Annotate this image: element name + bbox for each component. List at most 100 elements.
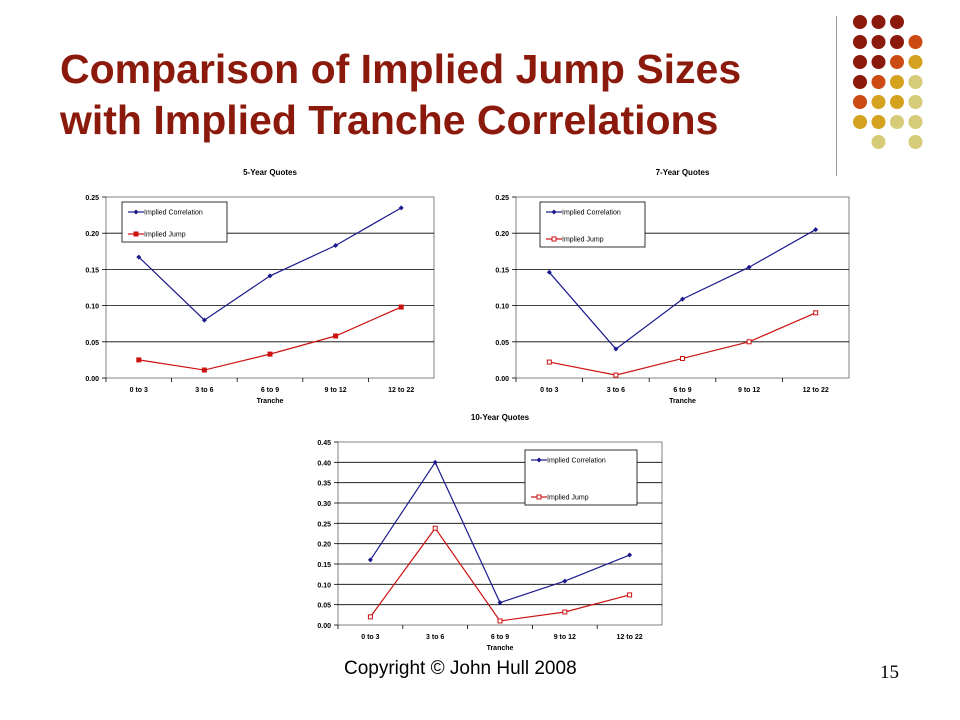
chart-title: 5-Year Quotes — [243, 168, 297, 177]
y-tick-label: 0.10 — [495, 304, 509, 311]
decor-dot — [853, 55, 867, 69]
legend-label: Implied Jump — [562, 237, 604, 244]
data-point-implied-correlation — [432, 459, 438, 465]
legend-label: Implied Jump — [144, 232, 186, 239]
y-tick-label: 0.25 — [85, 195, 99, 202]
decor-dot — [871, 95, 886, 109]
chart-title: 10-Year Quotes — [471, 413, 530, 422]
data-point-implied-jump — [746, 339, 752, 345]
y-tick-label: 0.10 — [317, 582, 331, 589]
x-axis-label: Tranche — [257, 398, 284, 405]
data-point-implied-correlation — [613, 346, 619, 352]
y-tick-label: 0.40 — [317, 460, 331, 467]
y-tick-label: 0.25 — [317, 521, 331, 528]
decor-dot — [871, 55, 886, 69]
x-tick-label: 6 to 9 — [261, 387, 279, 394]
data-point-implied-jump — [613, 372, 619, 378]
decor-dot — [853, 115, 867, 129]
decor-dot — [871, 15, 886, 29]
decorative-divider — [836, 16, 837, 176]
data-point-implied-jump — [627, 592, 633, 598]
y-tick-label: 0.45 — [317, 440, 331, 447]
data-point-implied-jump — [333, 333, 339, 339]
x-tick-label: 0 to 3 — [130, 387, 148, 394]
data-point-implied-correlation — [680, 296, 685, 302]
data-point-implied-correlation — [813, 227, 819, 233]
y-tick-label: 0.20 — [85, 231, 99, 238]
x-tick-label: 0 to 3 — [540, 387, 558, 394]
data-point-implied-jump — [813, 310, 819, 316]
legend-marker — [133, 231, 139, 237]
y-tick-label: 0.15 — [317, 562, 331, 569]
data-point-implied-correlation — [746, 264, 752, 270]
legend-label: Implied Correlation — [144, 210, 203, 217]
data-point-implied-jump — [497, 618, 503, 624]
data-point-implied-jump — [680, 355, 685, 361]
x-tick-label: 12 to 22 — [388, 387, 414, 394]
data-point-implied-correlation — [267, 273, 273, 279]
decor-dot — [853, 35, 867, 49]
decor-dot — [908, 75, 923, 89]
data-point-implied-correlation — [398, 205, 404, 211]
data-point-implied-correlation — [497, 600, 503, 606]
legend-box — [121, 201, 228, 243]
y-tick-label: 0.15 — [495, 267, 509, 274]
data-point-implied-correlation — [627, 552, 633, 558]
decor-dot — [890, 15, 904, 29]
decorative-dot-pattern — [853, 15, 923, 149]
data-point-implied-jump — [432, 525, 438, 531]
data-point-implied-jump — [546, 359, 552, 365]
y-tick-label: 0.05 — [317, 603, 331, 610]
decor-dot — [871, 75, 886, 89]
data-point-implied-correlation — [136, 254, 142, 260]
decor-dot — [853, 75, 867, 89]
decor-dot — [908, 55, 923, 69]
x-tick-label: 9 to 12 — [325, 387, 347, 394]
slide-title: Comparison of Implied Jump Sizes with Im… — [60, 44, 800, 146]
legend-label: Implied Correlation — [547, 458, 606, 465]
legend-marker — [133, 209, 139, 215]
decor-dot — [871, 35, 886, 49]
x-tick-label: 3 to 6 — [607, 387, 625, 394]
copyright-footer: Copyright © John Hull 2008 — [344, 658, 577, 679]
decor-dot — [890, 75, 904, 89]
legend-label: Implied Correlation — [562, 210, 621, 217]
y-tick-label: 0.30 — [317, 501, 331, 508]
x-tick-label: 6 to 9 — [673, 387, 691, 394]
data-point-implied-jump — [562, 609, 568, 615]
x-tick-label: 9 to 12 — [738, 387, 760, 394]
decor-dot — [890, 95, 904, 109]
decor-dot — [890, 35, 904, 49]
y-tick-label: 0.00 — [317, 623, 331, 630]
y-tick-label: 0.20 — [495, 231, 509, 238]
x-tick-label: 12 to 22 — [617, 634, 643, 641]
slide-title-line-2: with Implied Tranche Correlations — [60, 97, 719, 143]
x-tick-label: 9 to 12 — [554, 634, 576, 641]
chart-5-year-quotes: 5-Year Quotes 0.00 0.05 0.10 0.15 0.20 0.25 0 t… — [85, 168, 435, 405]
decor-dot — [908, 95, 923, 109]
data-point-implied-correlation — [201, 317, 207, 323]
data-point-implied-jump — [398, 304, 404, 310]
x-axis-label: Tranche — [669, 398, 696, 405]
data-point-implied-jump — [267, 351, 273, 357]
x-tick-label: 3 to 6 — [426, 634, 444, 641]
y-tick-label: 0.05 — [495, 340, 509, 347]
x-axis-label: Tranche — [487, 645, 514, 652]
chart-7-year-quotes: 7-Year Quotes 0.00 0.05 0.10 0.15 0.20 0.25 0 t… — [495, 168, 850, 405]
chart-10-year-quotes: 10-Year Quotes 0.00 0.05 0.10 0.15 0.20 0.25 0.… — [317, 413, 663, 652]
y-tick-label: 0.15 — [85, 267, 99, 274]
y-tick-label: 0.20 — [317, 542, 331, 549]
decor-dot — [871, 115, 886, 129]
data-point-implied-jump — [367, 614, 373, 620]
x-tick-label: 3 to 6 — [195, 387, 213, 394]
legend-label: Implied Jump — [547, 495, 589, 502]
decor-dot — [890, 55, 904, 69]
decor-dot — [908, 35, 923, 49]
data-point-implied-jump — [136, 357, 142, 363]
decor-dot — [908, 135, 923, 149]
y-tick-label: 0.05 — [85, 340, 99, 347]
data-point-implied-correlation — [546, 269, 552, 275]
decor-dot — [871, 135, 886, 149]
legend-marker — [536, 494, 542, 500]
legend-marker — [536, 457, 542, 463]
